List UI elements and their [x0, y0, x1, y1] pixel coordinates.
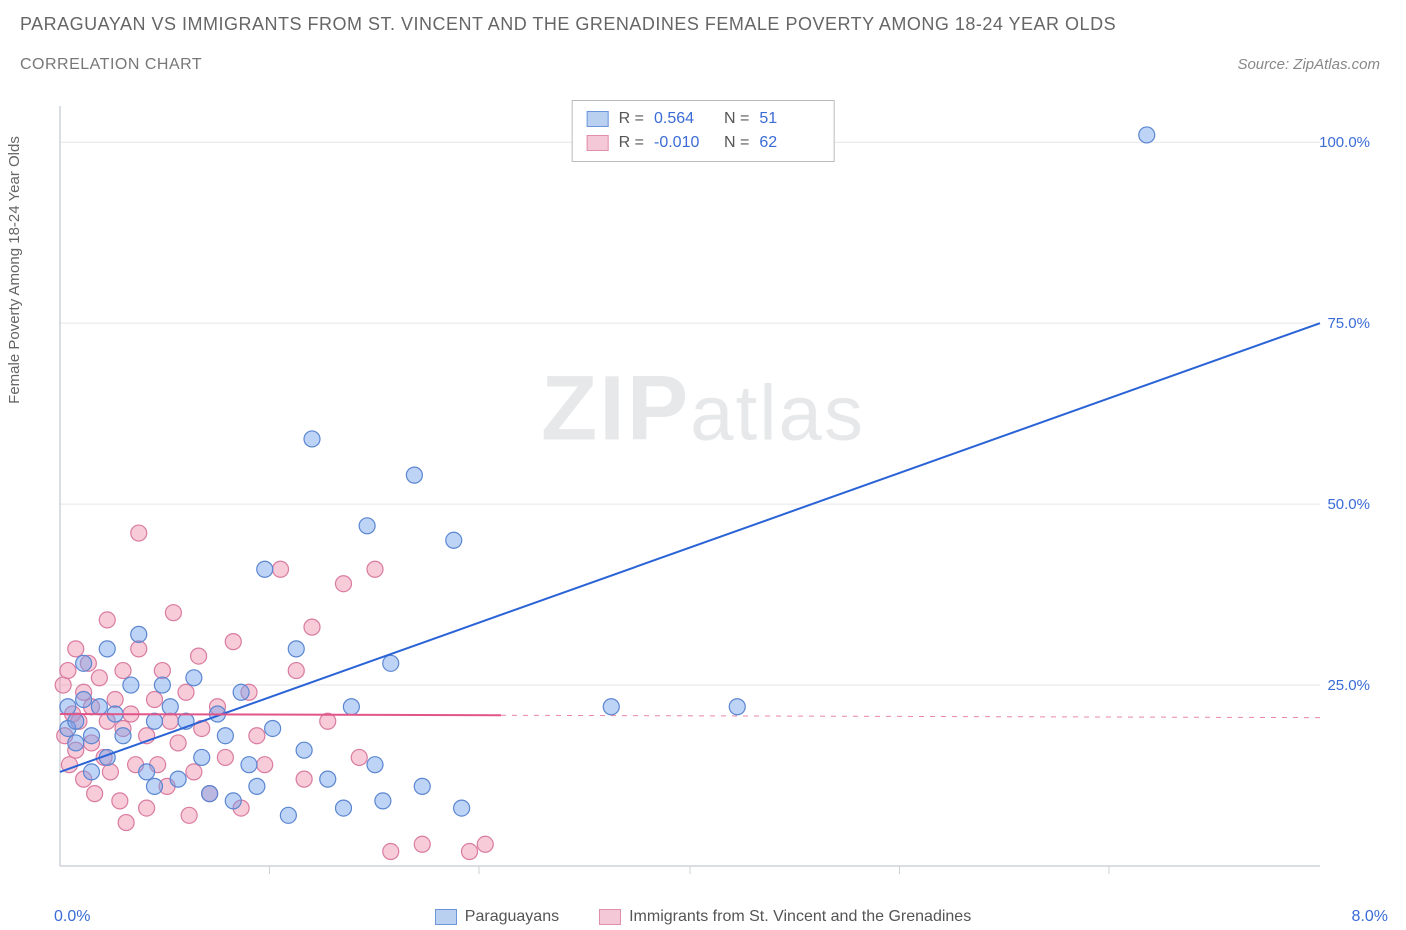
- chart-subtitle: CORRELATION CHART: [20, 56, 202, 74]
- svg-text:75.0%: 75.0%: [1327, 315, 1370, 332]
- legend-label: Paraguayans: [465, 908, 559, 926]
- scatter-chart: 25.0% 50.0% 75.0% 100.0%: [50, 96, 1380, 896]
- legend-row: R = 0.564 N = 51: [587, 107, 820, 131]
- legend-swatch: [435, 909, 457, 925]
- legend-swatch: [587, 135, 609, 151]
- r-label: R =: [619, 131, 644, 155]
- r-value: 0.564: [654, 107, 714, 131]
- legend-swatch: [587, 111, 609, 127]
- correlation-legend: R = 0.564 N = 51 R = -0.010 N = 62: [572, 100, 835, 162]
- svg-text:25.0%: 25.0%: [1327, 677, 1370, 694]
- svg-text:100.0%: 100.0%: [1319, 134, 1370, 151]
- n-label: N =: [724, 107, 749, 131]
- chart-title: PARAGUAYAN VS IMMIGRANTS FROM ST. VINCEN…: [20, 14, 1116, 35]
- n-value: 62: [759, 131, 819, 155]
- n-value: 51: [759, 107, 819, 131]
- y-axis-label: Female Poverty Among 18-24 Year Olds: [6, 70, 23, 470]
- r-value: -0.010: [654, 131, 714, 155]
- legend-swatch: [599, 909, 621, 925]
- chart-container: PARAGUAYAN VS IMMIGRANTS FROM ST. VINCEN…: [0, 0, 1406, 930]
- svg-text:50.0%: 50.0%: [1327, 496, 1370, 513]
- legend-label: Immigrants from St. Vincent and the Gren…: [629, 908, 971, 926]
- legend-item: Paraguayans: [435, 908, 559, 926]
- series-legend: Paraguayans Immigrants from St. Vincent a…: [0, 908, 1406, 926]
- legend-row: R = -0.010 N = 62: [587, 131, 820, 155]
- r-label: R =: [619, 107, 644, 131]
- n-label: N =: [724, 131, 749, 155]
- source-label: Source: ZipAtlas.com: [1237, 56, 1380, 73]
- legend-item: Immigrants from St. Vincent and the Gren…: [599, 908, 971, 926]
